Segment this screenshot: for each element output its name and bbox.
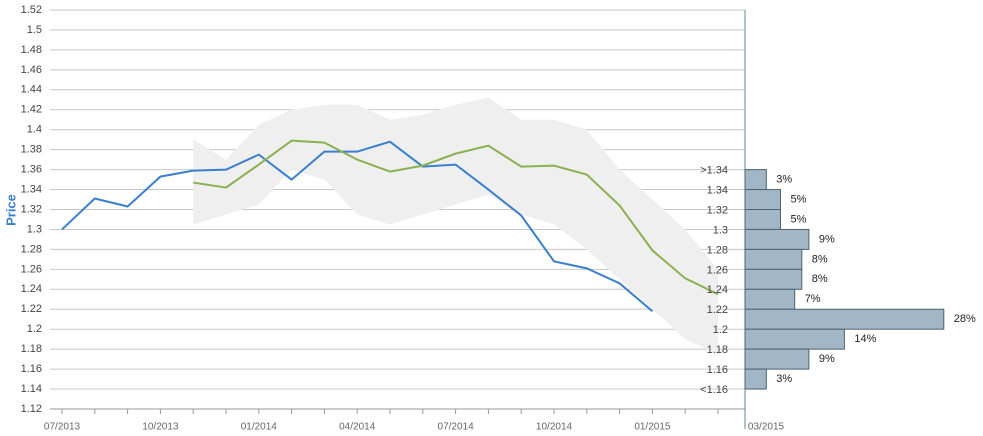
y-tick-label: 1.12 — [21, 403, 42, 415]
y-tick-label: 1.28 — [21, 243, 42, 255]
bar-value-label: 9% — [819, 233, 835, 245]
histogram-bar — [744, 368, 767, 390]
bin-label: 1.2 — [713, 324, 728, 336]
forecast-band — [193, 97, 718, 355]
bin-label: 1.26 — [707, 264, 728, 276]
bin-label: 1.24 — [707, 284, 728, 296]
histogram-bar — [744, 308, 945, 330]
y-tick-label: 1.18 — [21, 343, 42, 355]
bin-label: 1.32 — [707, 204, 728, 216]
y-tick-label: 1.48 — [21, 44, 42, 56]
bar-value-label: 7% — [805, 293, 821, 305]
bin-label: 1.18 — [707, 344, 728, 356]
series-line — [61, 140, 654, 313]
y-tick-label: 1.38 — [21, 144, 42, 156]
bin-label: 1.28 — [707, 244, 728, 256]
histogram-bar — [744, 209, 781, 230]
y-tick-label: 1.46 — [21, 64, 42, 76]
bar-value-label: 5% — [791, 193, 807, 205]
x-tick-label: 07/2013 — [44, 422, 81, 433]
bin-label: 1.22 — [707, 304, 728, 316]
x-tick-label: 01/2014 — [241, 422, 278, 433]
y-tick-label: 1.5 — [27, 24, 42, 36]
y-tick-label: 1.22 — [21, 303, 42, 315]
histogram-bar — [744, 328, 845, 350]
y-tick-label: 1.34 — [21, 183, 42, 195]
histogram-bar — [744, 169, 767, 191]
x-tick-label: 10/2013 — [142, 422, 179, 433]
bar-value-label: 8% — [812, 273, 828, 285]
y-tick-label: 1.16 — [21, 363, 42, 375]
bar-value-label: 3% — [776, 173, 792, 185]
y-tick-label: 1.52 — [21, 4, 42, 16]
histogram-bar — [744, 268, 803, 290]
series-line — [193, 139, 719, 296]
y-axis-label: Price — [3, 194, 18, 226]
x-tick-label: 03/2015 — [748, 422, 785, 433]
bin-label: <1.16 — [700, 384, 728, 396]
bar-value-label: 14% — [854, 333, 876, 345]
bar-value-label: 8% — [812, 253, 828, 265]
bin-label: 1.3 — [713, 224, 728, 236]
x-tick-label: 01/2015 — [634, 422, 671, 433]
histogram-bar — [744, 189, 781, 211]
histogram-bar — [744, 288, 796, 310]
histogram-bar — [744, 248, 803, 270]
y-tick-label: 1.3 — [27, 223, 42, 235]
histogram-bar — [744, 348, 810, 370]
bin-label: 1.16 — [707, 364, 728, 376]
bar-value-label: 28% — [954, 313, 976, 325]
x-tick-label: 10/2014 — [536, 422, 573, 433]
bin-label: >1.34 — [700, 165, 728, 177]
y-tick-label: 1.4 — [27, 124, 42, 136]
y-tick-label: 1.32 — [21, 203, 42, 215]
y-tick-label: 1.42 — [21, 104, 42, 116]
bar-value-label: 9% — [819, 353, 835, 365]
bar-value-label: 3% — [776, 373, 792, 385]
bar-value-label: 5% — [791, 213, 807, 225]
y-tick-label: 1.14 — [21, 383, 42, 395]
histogram-bar — [744, 228, 810, 250]
bin-label: 1.34 — [707, 184, 728, 196]
y-tick-label: 1.24 — [21, 283, 42, 295]
y-tick-label: 1.44 — [21, 84, 42, 96]
x-tick-label: 04/2014 — [339, 422, 376, 433]
y-tick-label: 1.2 — [27, 323, 42, 335]
x-tick-label: 07/2014 — [438, 422, 475, 433]
y-tick-label: 1.26 — [21, 263, 42, 275]
y-tick-label: 1.36 — [21, 164, 42, 176]
